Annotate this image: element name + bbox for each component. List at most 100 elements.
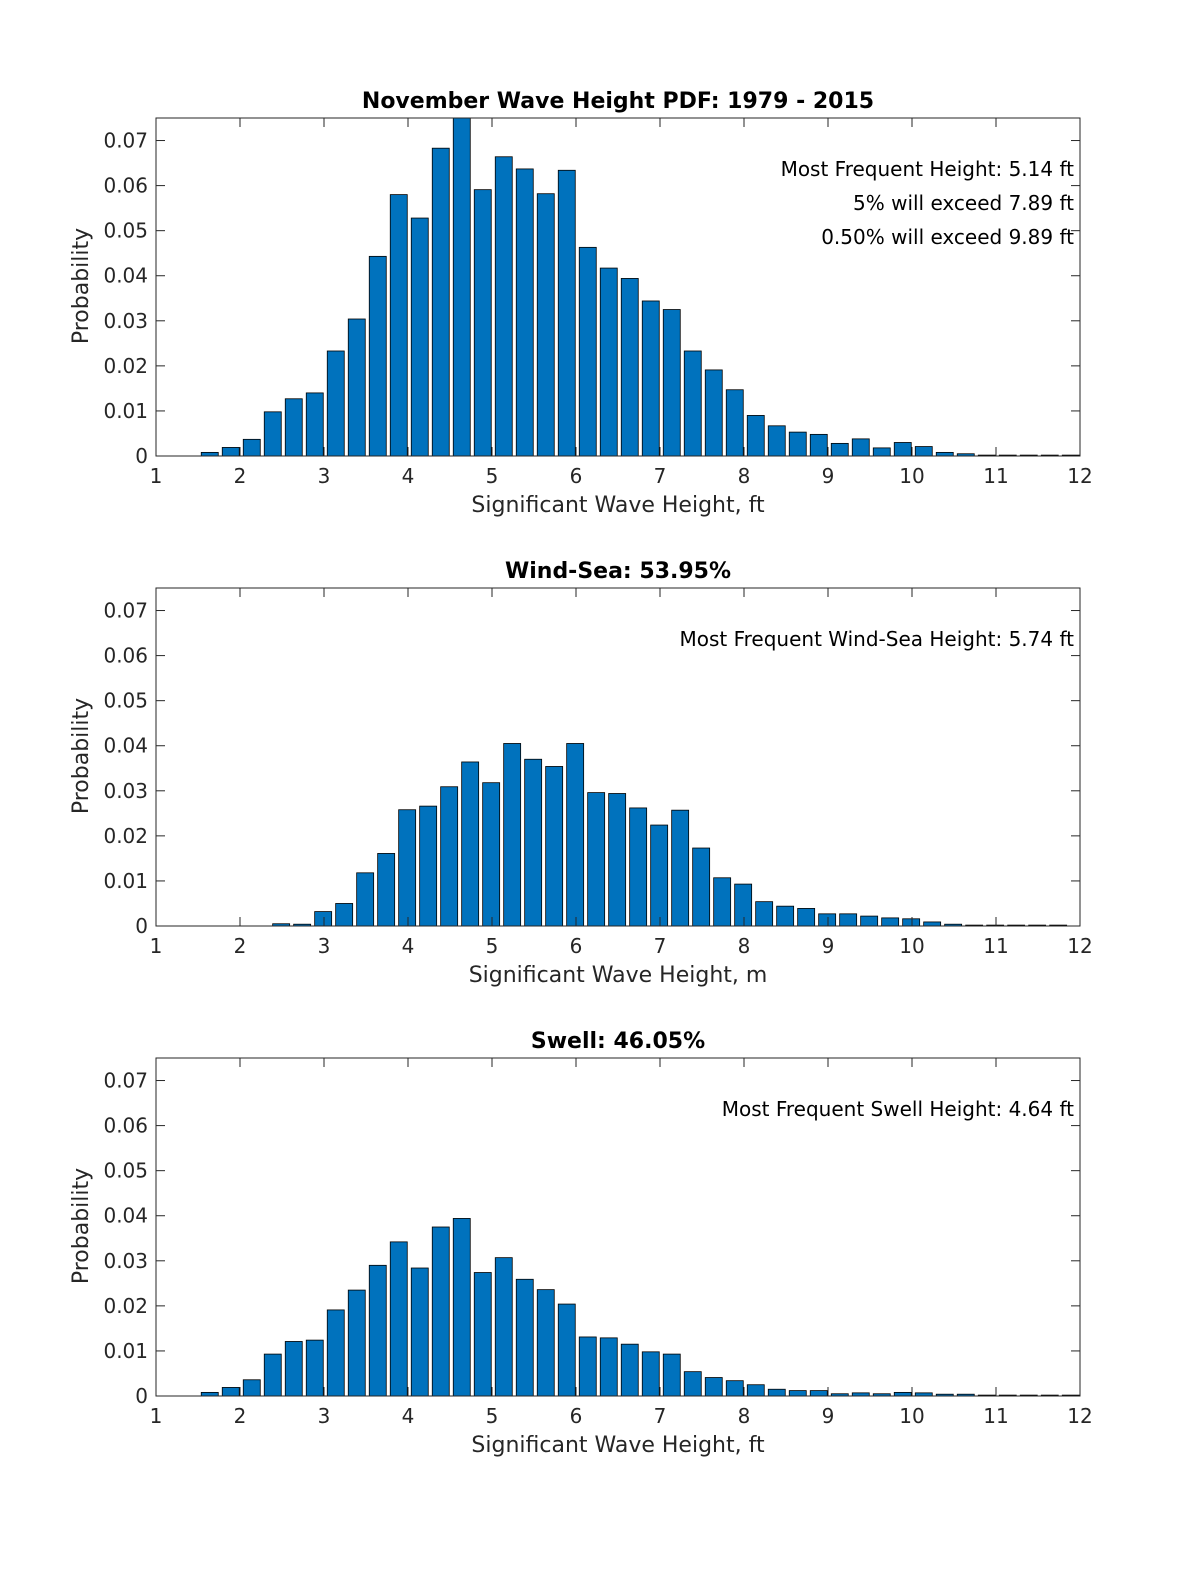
y-axis-label: Probability xyxy=(69,698,94,814)
bar xyxy=(263,411,282,457)
x-tick-label: 1 xyxy=(150,934,163,958)
bar xyxy=(515,1278,534,1397)
bar xyxy=(578,246,597,457)
x-tick-label: 9 xyxy=(822,1404,835,1428)
bar xyxy=(284,398,303,457)
bar xyxy=(692,847,711,927)
x-tick-label: 6 xyxy=(570,464,583,488)
chart-panel-2: Wind-Sea: 53.95% Probability Significant… xyxy=(69,559,1093,988)
bar xyxy=(818,913,837,927)
y-tick-label: 0.03 xyxy=(103,779,148,803)
y-axis-label: Probability xyxy=(69,1168,94,1284)
bar xyxy=(368,1264,387,1397)
annotation-most-frequent-height: Most Frequent Height: 5.14 ft xyxy=(781,157,1075,181)
bar xyxy=(263,1353,282,1397)
y-tick-label: 0.04 xyxy=(103,1204,148,1228)
x-tick-label: 4 xyxy=(402,464,415,488)
bar xyxy=(347,1289,366,1397)
annotation-most-frequent-swell-height: Most Frequent Swell Height: 4.64 ft xyxy=(722,1097,1074,1121)
x-tick-label: 3 xyxy=(318,1404,331,1428)
bar xyxy=(536,1289,555,1397)
x-tick-label: 5 xyxy=(486,934,499,958)
bar xyxy=(587,792,606,927)
x-tick-label: 7 xyxy=(654,464,667,488)
bar xyxy=(860,915,879,927)
annotation-5pct-exceed: 5% will exceed 7.89 ft xyxy=(853,191,1074,215)
bar xyxy=(599,1337,618,1397)
x-tick-label: 9 xyxy=(822,934,835,958)
x-tick-label: 4 xyxy=(402,934,415,958)
bar xyxy=(797,908,816,927)
bar xyxy=(284,1341,303,1397)
bar xyxy=(326,1309,345,1397)
bar xyxy=(881,917,900,927)
bar xyxy=(335,903,354,927)
y-tick-label: 0.05 xyxy=(103,689,148,713)
bar xyxy=(788,431,807,457)
y-tick-label: 0.03 xyxy=(103,1249,148,1273)
bar xyxy=(713,877,732,927)
bar xyxy=(599,267,618,457)
bar xyxy=(305,1339,324,1397)
x-tick-label: 7 xyxy=(654,934,667,958)
bar xyxy=(398,809,417,927)
bar xyxy=(683,1371,702,1397)
bar xyxy=(473,189,492,457)
x-axis-label: Significant Wave Height, ft xyxy=(471,493,765,518)
bar xyxy=(725,389,744,457)
bar xyxy=(452,1218,471,1397)
x-tick-label: 1 xyxy=(150,1404,163,1428)
bar xyxy=(683,350,702,457)
x-tick-label: 12 xyxy=(1067,464,1092,488)
x-tick-label: 10 xyxy=(899,934,924,958)
bar xyxy=(503,743,522,927)
x-tick-label: 6 xyxy=(570,934,583,958)
bar xyxy=(494,156,513,457)
bar xyxy=(482,782,501,927)
bar xyxy=(200,451,219,457)
bar xyxy=(776,905,795,927)
bar xyxy=(746,1384,765,1397)
bar xyxy=(809,433,828,457)
bar xyxy=(377,853,396,927)
y-axis-label: Probability xyxy=(69,228,94,344)
x-tick-label: 7 xyxy=(654,1404,667,1428)
y-tick-label: 0.04 xyxy=(103,264,148,288)
x-axis-label: Significant Wave Height, m xyxy=(469,963,768,988)
x-tick-label: 4 xyxy=(402,1404,415,1428)
x-tick-label: 3 xyxy=(318,934,331,958)
bar xyxy=(851,438,870,457)
bar xyxy=(536,193,555,457)
y-tick-label: 0.01 xyxy=(103,1339,148,1363)
bar xyxy=(242,438,261,457)
bar xyxy=(746,415,765,457)
bar xyxy=(767,425,786,457)
bar xyxy=(629,807,648,927)
bar xyxy=(452,117,471,457)
y-tick-label: 0.06 xyxy=(103,1114,148,1138)
y-tick-label: 0.02 xyxy=(103,824,148,848)
y-tick-label: 0.02 xyxy=(103,354,148,378)
x-tick-label: 9 xyxy=(822,464,835,488)
x-tick-label: 2 xyxy=(234,1404,247,1428)
bar xyxy=(419,805,438,927)
y-tick-label: 0.06 xyxy=(103,174,148,198)
bar xyxy=(566,743,585,927)
y-tick-label: 0.05 xyxy=(103,1159,148,1183)
bar xyxy=(410,217,429,457)
axes-box xyxy=(155,117,1081,457)
y-tick-label: 0.04 xyxy=(103,734,148,758)
bar xyxy=(725,1380,744,1397)
bar xyxy=(620,1343,639,1397)
y-tick-label: 0.01 xyxy=(103,399,148,423)
bar xyxy=(515,168,534,457)
x-tick-label: 12 xyxy=(1067,934,1092,958)
x-tick-label: 8 xyxy=(738,1404,751,1428)
y-tick-label: 0.01 xyxy=(103,869,148,893)
chart-title: Wind-Sea: 53.95% xyxy=(505,559,731,584)
y-tick-label: 0 xyxy=(135,444,148,468)
bar xyxy=(620,278,639,457)
bar xyxy=(431,147,450,457)
bar xyxy=(704,369,723,457)
bar xyxy=(767,1388,786,1397)
